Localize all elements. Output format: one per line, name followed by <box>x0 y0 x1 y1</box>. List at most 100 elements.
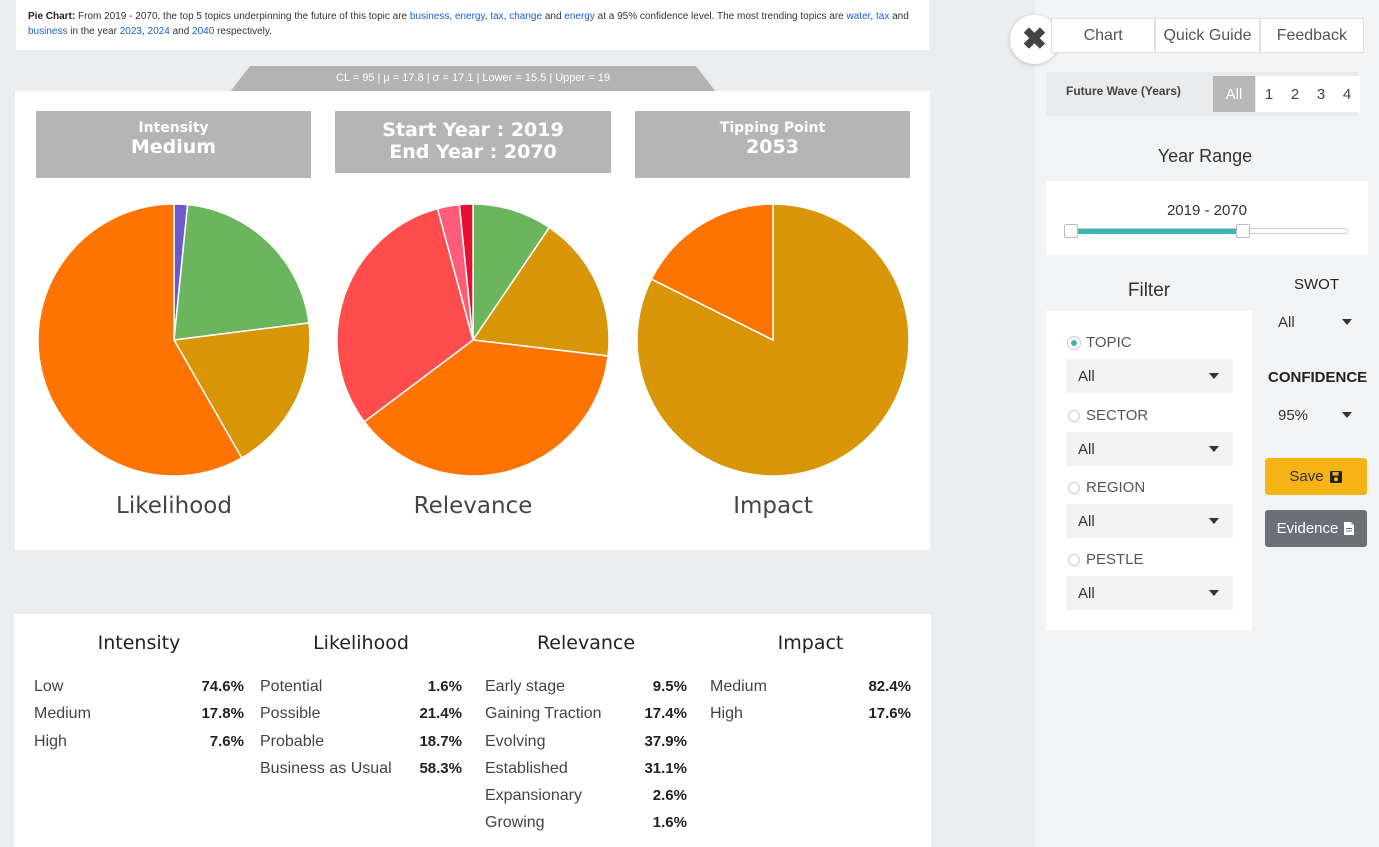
pie-slice-evolving[interactable] <box>363 339 609 477</box>
table-row: Medium 17.8% <box>34 705 244 723</box>
tipping-value: 2053 <box>746 136 799 158</box>
relevance-title: Relevance <box>413 493 533 519</box>
radio-icon <box>1068 481 1080 494</box>
swot-label: SWOT <box>1294 276 1339 293</box>
tab-feedback[interactable]: Feedback <box>1259 18 1364 53</box>
close-icon[interactable]: ✖ <box>1010 15 1059 64</box>
pie-slice-possible[interactable] <box>173 203 310 341</box>
filter-title: Filter <box>1127 280 1171 301</box>
table-row: Medium 82.4% <box>710 678 911 695</box>
future-wave-selector: Future Wave (Years) All 1 2 3 4 <box>1046 72 1360 116</box>
stats-tab: CL = 95 | μ = 17.8 | σ = 17.1 | Lower = … <box>230 66 716 92</box>
evidence-button[interactable]: Evidence <box>1265 510 1367 547</box>
start-year: Start Year : 2019 <box>382 119 564 141</box>
topic-link[interactable]: energy <box>454 11 485 22</box>
trending-link[interactable]: business <box>28 26 68 37</box>
pie-slice-business-as-usual[interactable] <box>37 203 243 477</box>
relevance-pie-chart[interactable] <box>336 203 610 477</box>
table-row: Low 74.6% <box>34 678 244 695</box>
impact-title: Impact <box>733 493 813 519</box>
filter-topic-radio[interactable]: TOPIC <box>1068 334 1132 351</box>
table-row: Established 31.1% <box>485 759 687 777</box>
wave-option-all[interactable]: All <box>1213 76 1255 112</box>
chevron-down-icon <box>1209 518 1219 524</box>
wave-option-4[interactable]: 4 <box>1334 76 1360 112</box>
chevron-down-icon <box>1342 412 1352 418</box>
wave-option-3[interactable]: 3 <box>1308 76 1334 112</box>
chevron-down-icon <box>1342 319 1352 325</box>
pestle-select[interactable]: All <box>1066 576 1233 610</box>
slider-handle-end[interactable] <box>1235 224 1250 238</box>
summary-label: Pie Chart: <box>28 11 76 22</box>
table-row: Gaining Traction 17.4% <box>485 705 687 723</box>
region-select[interactable]: All <box>1066 504 1233 538</box>
table-row: Early stage 9.5% <box>485 678 687 695</box>
year-range-box: 2019 - 2070 <box>1046 181 1368 255</box>
tipping-label: Tipping Point <box>719 120 826 136</box>
table-row: Probable 18.7% <box>260 732 462 750</box>
end-year: End Year : 2070 <box>389 141 557 163</box>
topic-link[interactable]: change <box>509 11 543 22</box>
column-title: Impact <box>777 632 844 654</box>
table-row: High 17.6% <box>710 705 911 723</box>
filter-region-radio[interactable]: REGION <box>1068 479 1145 496</box>
year-range-value: 2019 - 2070 <box>1166 202 1248 219</box>
table-row: Business as Usual 58.3% <box>260 759 462 777</box>
radio-icon <box>1068 553 1080 566</box>
pie-slice-gaining-traction[interactable] <box>471 226 610 357</box>
intensity-label: Intensity <box>138 120 209 136</box>
intensity-header: Intensity Medium <box>36 111 311 178</box>
filter-sector-radio[interactable]: SECTOR <box>1068 407 1148 424</box>
pie-slice-early-stage[interactable] <box>472 203 551 343</box>
pie-slice-growing[interactable] <box>458 203 474 341</box>
topic-link[interactable]: energy <box>564 11 595 22</box>
year-link[interactable]: 2023 <box>119 26 142 37</box>
radio-checked-icon <box>1068 336 1080 349</box>
pie-slice-established[interactable] <box>336 207 474 423</box>
swot-select[interactable]: All <box>1266 307 1364 337</box>
trending-link[interactable]: water <box>846 11 871 22</box>
table-row: Expansionary 2.6% <box>485 787 687 805</box>
tab-chart[interactable]: Chart <box>1051 18 1156 53</box>
future-wave-label: Future Wave (Years) <box>1066 84 1181 98</box>
radio-icon <box>1068 409 1080 422</box>
impact-column: Impact Medium 82.4% High 17.6% <box>710 632 911 733</box>
trending-link[interactable]: tax <box>875 11 890 22</box>
topic-link[interactable]: business <box>409 11 450 22</box>
panel-tabs: Chart Quick Guide Feedback <box>1051 18 1364 53</box>
topic-select[interactable]: All <box>1066 359 1233 393</box>
confidence-select[interactable]: 95% <box>1266 400 1364 430</box>
breakdown-table-card: Intensity Low 74.6% Medium 17.8% High 7.6% … <box>14 614 931 847</box>
wave-option-1[interactable]: 1 <box>1256 76 1282 112</box>
year-header: Start Year : 2019 End Year : 2070 <box>335 111 611 173</box>
relevance-column: Relevance Early stage 9.5% Gaining Tracti… <box>485 632 687 842</box>
chevron-down-icon <box>1209 590 1219 596</box>
column-title: Intensity <box>97 632 181 654</box>
intensity-value: Medium <box>130 136 217 158</box>
chart-summary: Pie Chart: From 2019 - 2070, the top 5 t… <box>16 0 929 50</box>
pie-slice-probable[interactable] <box>172 322 311 459</box>
table-row: Evolving 37.9% <box>485 732 687 750</box>
stats-text: CL = 95 | μ = 17.8 | σ = 17.1 | Lower = … <box>336 72 610 84</box>
intensity-column: Intensity Low 74.6% Medium 17.8% High 7.6% <box>34 632 244 760</box>
table-row: High 7.6% <box>34 732 244 750</box>
table-row: Potential 1.6% <box>260 678 462 695</box>
wave-option-2[interactable]: 2 <box>1282 76 1308 112</box>
likelihood-pie-chart[interactable] <box>37 203 311 477</box>
filter-pestle-radio[interactable]: PESTLE <box>1068 551 1144 568</box>
slider-handle-start[interactable] <box>1064 224 1078 238</box>
tipping-point-header: Tipping Point 2053 <box>635 111 910 178</box>
save-button[interactable]: Save <box>1265 458 1367 495</box>
likelihood-column: Likelihood Potential 1.6% Possible 21.4% P… <box>260 632 462 787</box>
column-title: Likelihood <box>313 632 409 654</box>
year-link[interactable]: 2040 <box>192 26 215 37</box>
topic-link[interactable]: tax <box>490 11 504 22</box>
pie-slice-high[interactable] <box>650 203 774 342</box>
table-row: Possible 21.4% <box>260 705 462 723</box>
confidence-label: CONFIDENCE <box>1268 369 1368 386</box>
table-row: Growing 1.6% <box>485 814 687 832</box>
year-link[interactable]: 2024 <box>147 26 170 37</box>
sector-select[interactable]: All <box>1066 432 1233 466</box>
tab-quick-guide[interactable]: Quick Guide <box>1155 18 1260 53</box>
impact-pie-chart[interactable] <box>636 203 910 477</box>
